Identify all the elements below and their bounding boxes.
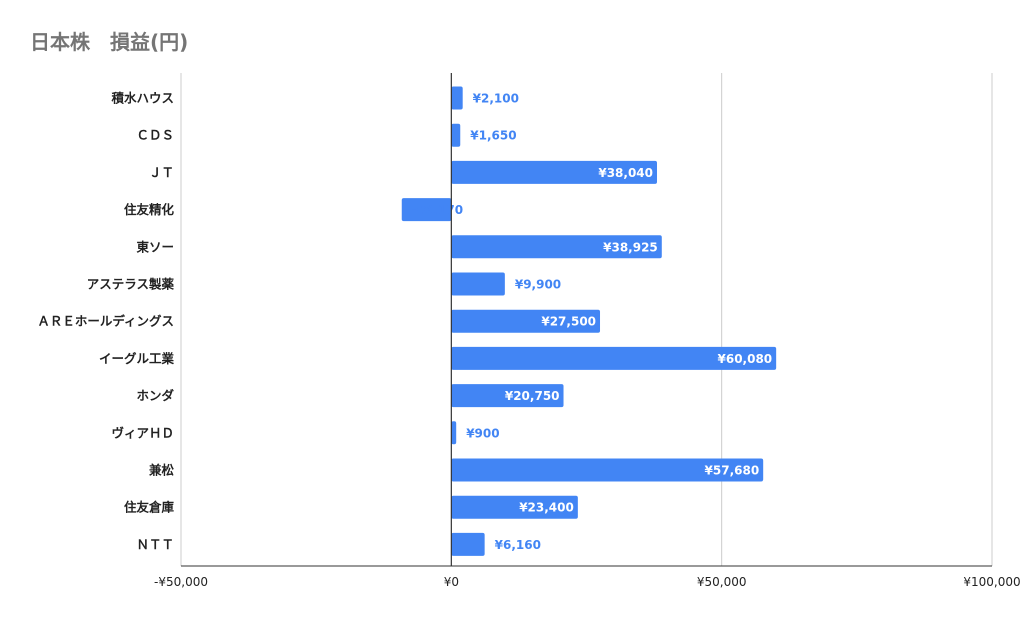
category-label: 住友倉庫 [124, 500, 175, 515]
bar [451, 421, 457, 445]
category-label: 住友精化 [124, 202, 175, 217]
bar [451, 235, 662, 259]
data-label: ¥23,400 [519, 501, 574, 515]
data-label: ¥57,680 [705, 464, 760, 478]
x-tick-label: -¥50,000 [154, 575, 208, 589]
data-label: ¥1,650 [470, 129, 516, 143]
chart-title: 日本株 損益(円) [30, 30, 189, 54]
bar [451, 86, 463, 110]
data-label: ¥38,040 [598, 166, 653, 180]
bar [451, 272, 505, 296]
bar [451, 532, 485, 556]
bar [451, 346, 777, 370]
x-tick-label: ¥100,000 [963, 575, 1020, 589]
category-label: ＣＤＳ [136, 128, 174, 143]
category-label: 東ソー [136, 239, 174, 254]
bar [451, 495, 578, 519]
x-tick-label: ¥0 [444, 575, 459, 589]
data-label: ¥60,080 [718, 352, 773, 366]
category-label: 積水ハウス [110, 91, 174, 106]
data-label: ¥27,500 [541, 315, 596, 329]
category-label: ＪＴ [149, 165, 174, 180]
x-tick-label: ¥50,000 [697, 575, 747, 589]
bar [451, 123, 461, 147]
data-label: ¥9,900 [515, 278, 561, 292]
bar [401, 198, 452, 222]
bar [451, 384, 564, 408]
data-label: ¥38,925 [603, 240, 658, 254]
bar [451, 160, 658, 184]
category-label: ヴィアＨＤ [111, 425, 174, 440]
category-label: ＡＲＥホールディングス [37, 314, 174, 329]
category-label: 兼松 [149, 463, 175, 478]
data-label: ¥2,100 [473, 92, 519, 106]
category-label: イーグル工業 [99, 351, 175, 366]
data-label: ¥900 [466, 426, 499, 440]
category-label: アステラス製薬 [87, 277, 175, 292]
category-label: ホンダ [136, 388, 174, 403]
data-label: ¥6,160 [495, 538, 541, 552]
data-label: -¥9,170 [412, 203, 463, 217]
data-label: ¥20,750 [505, 389, 560, 403]
bar [451, 458, 764, 482]
bar [451, 309, 601, 333]
category-label: ＮＴＴ [136, 537, 174, 552]
